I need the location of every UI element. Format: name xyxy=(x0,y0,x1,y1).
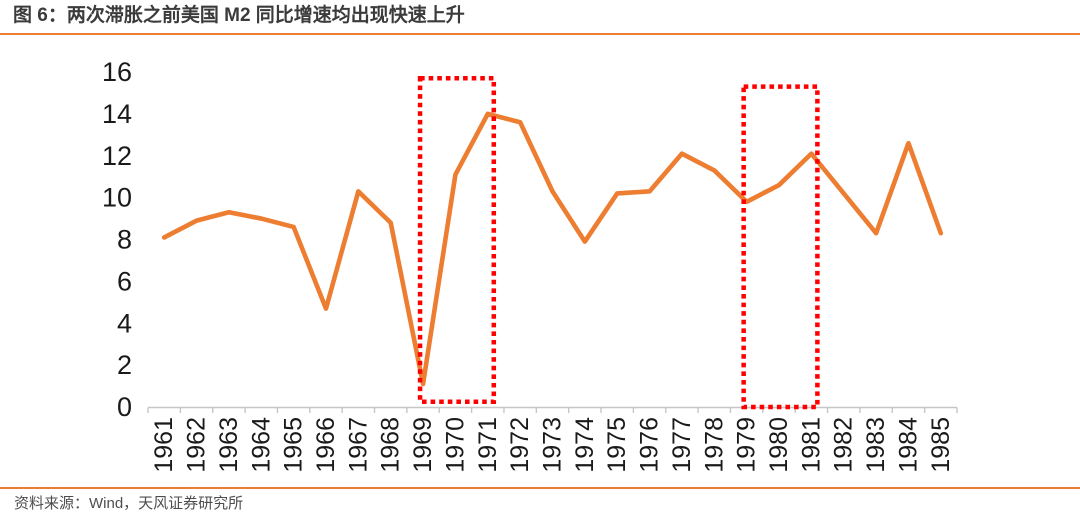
y-axis-label: 2 xyxy=(117,350,132,380)
x-axis-label: 1979 xyxy=(733,417,761,473)
y-axis-label: 4 xyxy=(117,308,132,338)
x-axis-label: 1967 xyxy=(344,417,372,473)
x-axis-label: 1982 xyxy=(830,417,858,473)
stagflation-highlight-box-2 xyxy=(741,84,820,410)
y-axis-label: 6 xyxy=(117,266,132,296)
x-axis-label: 1976 xyxy=(636,417,664,473)
y-axis-label: 10 xyxy=(102,183,132,213)
y-axis-label: 14 xyxy=(102,99,132,129)
x-axis-label: 1965 xyxy=(280,417,308,473)
stagflation-highlight-box-1 xyxy=(417,76,497,405)
x-axis-label: 1984 xyxy=(894,417,922,473)
data-source-note: 资料来源：Wind，天风证券研究所 xyxy=(14,495,244,512)
x-axis-label: 1969 xyxy=(409,417,437,473)
x-axis-label: 1983 xyxy=(862,417,890,473)
x-axis-label: 1985 xyxy=(927,417,955,473)
x-axis-label: 1980 xyxy=(765,417,793,473)
y-axis-label: 8 xyxy=(117,225,132,255)
x-axis-label: 1981 xyxy=(797,417,825,473)
x-axis-label: 1966 xyxy=(312,417,340,473)
x-axis-label: 1961 xyxy=(150,417,178,473)
x-axis-label: 1971 xyxy=(474,417,502,473)
x-axis-label: 1962 xyxy=(183,417,211,473)
x-axis-label: 1977 xyxy=(668,417,696,473)
x-axis-label: 1974 xyxy=(571,417,599,473)
y-axis-label: 0 xyxy=(117,392,132,422)
x-axis-label: 1973 xyxy=(539,417,567,473)
m2-growth-line xyxy=(161,111,944,387)
x-axis-label: 1972 xyxy=(506,417,534,473)
footer-divider-line xyxy=(0,487,1080,489)
x-axis-label: 1970 xyxy=(441,417,469,473)
figure-title: 图 6：两次滞胀之前美国 M2 同比增速均出现快速上升 xyxy=(13,5,465,26)
y-axis-label: 16 xyxy=(102,57,132,87)
x-axis-label: 1963 xyxy=(215,417,243,473)
x-axis-label: 1968 xyxy=(377,417,405,473)
x-axis-label: 1964 xyxy=(247,417,275,473)
x-axis-label: 1975 xyxy=(603,417,631,473)
y-axis-label: 12 xyxy=(102,141,132,171)
title-divider-line xyxy=(0,33,1080,35)
x-axis-label: 1978 xyxy=(700,417,728,473)
